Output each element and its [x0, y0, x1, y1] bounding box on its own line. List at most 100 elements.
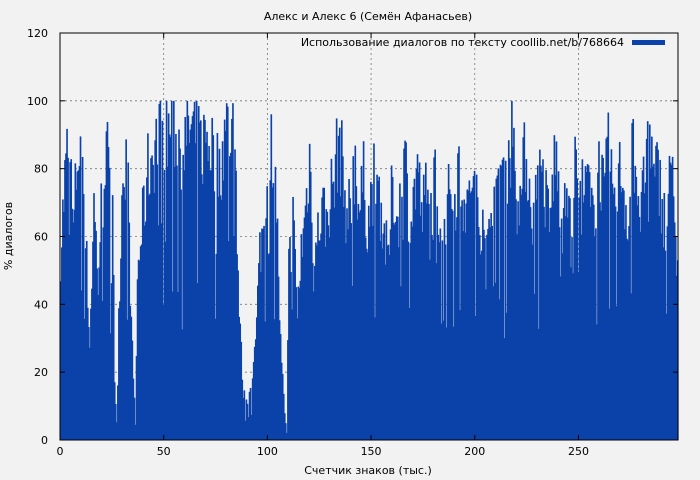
bar: [614, 206, 617, 440]
bar: [299, 280, 302, 440]
bar: [487, 228, 489, 440]
bar: [364, 237, 367, 440]
bar: [585, 171, 588, 441]
bar: [430, 193, 432, 440]
bar: [492, 286, 495, 440]
bar: [483, 229, 485, 440]
bar: [575, 149, 577, 440]
bar: [273, 319, 276, 440]
bar: [473, 170, 476, 441]
bar: [60, 281, 62, 440]
bar: [581, 159, 584, 441]
bar: [91, 288, 93, 440]
bar: [241, 379, 244, 440]
bar: [636, 205, 639, 440]
bar: [561, 253, 564, 440]
bar: [393, 224, 396, 440]
bar: [674, 236, 677, 440]
bar: [558, 227, 561, 440]
chart-title: Алекс и Алекс 6 (Семён Афанасьев): [264, 10, 472, 23]
bar: [193, 101, 196, 440]
bar: [613, 187, 616, 440]
bar: [113, 382, 116, 440]
bar: [594, 236, 596, 440]
x-tick-label: 0: [57, 445, 64, 458]
bar: [293, 220, 295, 440]
bar: [402, 239, 404, 440]
bar: [140, 244, 143, 440]
bar: [411, 226, 414, 440]
bar: [455, 230, 457, 440]
bar: [119, 301, 121, 440]
bar: [215, 253, 218, 440]
legend-swatch: [632, 40, 665, 45]
bar: [332, 181, 335, 440]
bar: [582, 202, 585, 440]
bar: [74, 163, 77, 440]
bar: [188, 143, 191, 441]
bar: [525, 159, 528, 440]
bar: [356, 219, 359, 440]
bar: [472, 176, 475, 440]
bar: [454, 194, 456, 440]
bar: [313, 291, 315, 440]
x-tick-label: 250: [568, 445, 589, 458]
bar: [427, 189, 429, 440]
bar: [543, 206, 545, 440]
bar: [169, 137, 172, 440]
bar: [297, 286, 300, 440]
bar: [553, 135, 556, 440]
bar: [632, 118, 635, 441]
bar: [628, 226, 630, 440]
bar: [65, 153, 67, 441]
bar: [346, 208, 348, 440]
bar: [165, 100, 168, 440]
bar: [512, 146, 514, 440]
bar: [304, 205, 307, 440]
bar: [603, 176, 605, 440]
bar: [591, 195, 594, 440]
bar: [63, 211, 65, 440]
bar: [517, 201, 519, 440]
bar: [305, 188, 308, 440]
bar: [506, 203, 509, 440]
bar: [528, 178, 531, 441]
bar: [131, 340, 134, 440]
bar: [438, 242, 441, 440]
bar: [510, 187, 512, 440]
bar: [282, 393, 285, 440]
bar: [264, 321, 266, 440]
bar: [343, 207, 345, 440]
bar: [606, 136, 609, 441]
bar: [497, 168, 500, 440]
bar: [551, 174, 554, 440]
bar: [547, 188, 549, 440]
bar: [434, 149, 436, 440]
bar: [342, 156, 344, 440]
bar: [334, 154, 337, 440]
bar: [115, 422, 118, 440]
bar: [659, 159, 661, 440]
bar: [67, 157, 69, 441]
bar: [662, 247, 665, 440]
bar: [622, 187, 624, 440]
bar: [406, 173, 408, 440]
bar: [493, 186, 496, 440]
bar: [503, 338, 506, 440]
bar: [626, 238, 628, 440]
bar: [326, 211, 329, 440]
bar: [567, 217, 569, 440]
bar: [218, 148, 221, 441]
bar: [598, 141, 600, 440]
bar: [666, 226, 669, 440]
bar: [562, 208, 565, 440]
bar: [168, 134, 171, 440]
bar: [560, 218, 563, 440]
bar: [263, 225, 265, 440]
bar: [180, 189, 182, 440]
bar: [389, 229, 392, 440]
bar: [276, 218, 279, 440]
bar: [308, 143, 311, 440]
bar: [362, 141, 365, 440]
bar: [195, 100, 198, 440]
